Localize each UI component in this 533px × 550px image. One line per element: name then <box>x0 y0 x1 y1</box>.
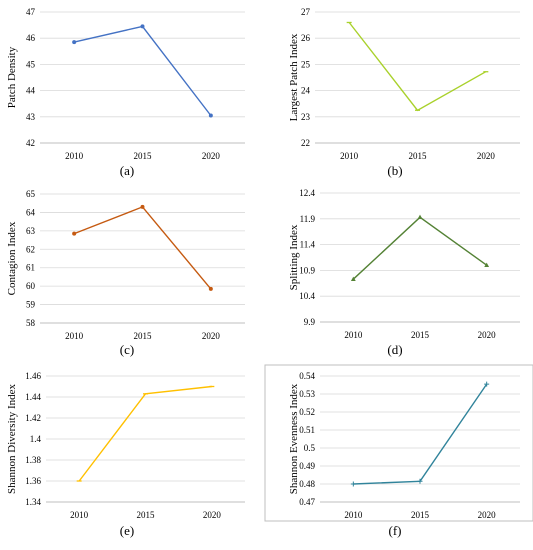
x-tick-label: 2020 <box>203 510 222 520</box>
x-tick-label: 2010 <box>344 330 363 340</box>
y-axis-label: Patch Density <box>6 46 18 108</box>
chart-panel-2: 22 23 24 25 26 27 2010 2015 2020 Largest Patch In… <box>288 7 520 178</box>
x-tick-label: 2020 <box>478 330 497 340</box>
x-tick-label: 2015 <box>411 510 430 520</box>
x-tick-label: 2010 <box>65 151 84 161</box>
x-tick-label: 2020 <box>202 331 221 341</box>
panel-caption: (c) <box>120 342 134 357</box>
y-tick-label: 10.4 <box>299 291 315 301</box>
y-tick-label: 1.38 <box>25 455 41 465</box>
y-tick-label: 10.9 <box>299 265 315 275</box>
y-tick-label: 23 <box>301 112 311 122</box>
chart-panel-3: 58 59 60 61 62 63 64 65 2010 2015 2020 Contagion In… <box>6 189 245 357</box>
y-tick-label: 0.52 <box>299 407 315 417</box>
data-point <box>484 381 490 387</box>
panel-caption: (e) <box>120 523 134 538</box>
y-tick-label: 0.53 <box>299 389 315 399</box>
data-point <box>208 113 213 118</box>
x-tick-label: 2015 <box>137 510 156 520</box>
data-point <box>140 204 145 209</box>
y-tick-label: 58 <box>26 318 36 328</box>
y-tick-label: 9.9 <box>304 317 316 327</box>
x-tick-label: 2015 <box>134 331 153 341</box>
y-tick-label: 0.5 <box>304 443 316 453</box>
data-point <box>417 478 423 484</box>
y-tick-label: 63 <box>26 226 36 236</box>
y-tick-label: 11.9 <box>300 214 316 224</box>
y-tick-label: 1.44 <box>25 392 41 402</box>
y-tick-label: 65 <box>26 189 36 199</box>
y-tick-label: 1.46 <box>25 371 41 381</box>
data-point <box>208 286 213 291</box>
y-tick-label: 27 <box>301 7 311 17</box>
data-point <box>72 231 77 236</box>
panel-caption: (b) <box>387 163 402 178</box>
x-tick-label: 2015 <box>134 151 153 161</box>
x-tick-label: 2015 <box>411 330 430 340</box>
y-axis-label: Shannon Diversity Index <box>6 384 18 494</box>
y-tick-label: 1.34 <box>25 497 41 507</box>
y-tick-label: 62 <box>26 244 35 254</box>
y-tick-label: 1.42 <box>25 413 41 423</box>
y-tick-label: 43 <box>26 112 36 122</box>
y-tick-label: 59 <box>26 300 36 310</box>
y-tick-label: 0.51 <box>299 425 315 435</box>
y-tick-label: 22 <box>301 138 310 148</box>
y-tick-label: 64 <box>26 207 36 217</box>
y-tick-label: 45 <box>26 59 36 69</box>
y-tick-label: 1.4 <box>30 434 42 444</box>
y-tick-label: 60 <box>26 281 36 291</box>
chart-panel-5: 1.34 1.36 1.38 1.4 1.42 1.44 1.46 2010 2015 2020 S… <box>6 371 245 538</box>
y-tick-label: 47 <box>26 7 36 17</box>
x-tick-label: 2010 <box>340 151 359 161</box>
x-tick-label: 2010 <box>70 510 89 520</box>
chart-frame <box>264 364 533 522</box>
x-tick-label: 2015 <box>409 151 428 161</box>
data-point <box>350 481 356 487</box>
y-tick-label: 0.48 <box>299 479 315 489</box>
x-tick-label: 2020 <box>478 510 497 520</box>
y-tick-label: 44 <box>26 86 36 96</box>
y-tick-label: 26 <box>301 33 311 43</box>
y-tick-label: 0.49 <box>299 461 315 471</box>
y-tick-label: 25 <box>301 59 311 69</box>
x-tick-label: 2020 <box>477 151 496 161</box>
x-tick-label: 2010 <box>65 331 84 341</box>
data-point <box>140 24 145 29</box>
panel-caption: (a) <box>120 163 134 178</box>
series-line <box>353 383 488 485</box>
y-tick-label: 1.36 <box>25 476 41 486</box>
y-tick-label: 11.4 <box>300 240 316 250</box>
y-tick-label: 24 <box>301 86 311 96</box>
chart-panel-1: 42 43 44 45 46 47 2010 2015 2020 Patch Density (a) <box>6 7 245 178</box>
y-axis-label: Shannon Evenness Index <box>288 383 300 494</box>
data-point <box>417 214 423 220</box>
y-tick-label: 61 <box>26 263 35 273</box>
y-axis-label: Largest Patch Index <box>288 33 300 121</box>
y-tick-label: 12.4 <box>299 188 315 198</box>
data-point <box>72 40 77 45</box>
x-tick-label: 2020 <box>202 151 221 161</box>
series-line <box>73 206 212 290</box>
y-tick-label: 42 <box>26 138 35 148</box>
series-line <box>352 216 488 280</box>
data-point <box>350 276 356 281</box>
y-tick-label: 0.54 <box>299 371 315 381</box>
series-line <box>78 385 212 482</box>
series-line <box>348 22 487 112</box>
chart-panel-6: 0.47 0.48 0.49 0.5 0.51 0.52 0.53 0.54 2010 2015 2… <box>264 364 533 538</box>
data-point <box>484 262 490 268</box>
chart-panel-4: 9.9 10.4 10.9 11.4 11.9 12.4 2010 2015 2020 Split… <box>288 188 520 357</box>
y-axis-label: Splitting Index <box>288 224 300 290</box>
panel-caption: (f) <box>389 523 402 538</box>
y-tick-label: 46 <box>26 33 36 43</box>
panel-caption: (d) <box>387 342 402 357</box>
series-line <box>74 25 212 116</box>
x-tick-label: 2010 <box>344 510 363 520</box>
y-axis-label: Contagion Index <box>6 221 18 295</box>
y-tick-label: 0.47 <box>299 497 315 507</box>
